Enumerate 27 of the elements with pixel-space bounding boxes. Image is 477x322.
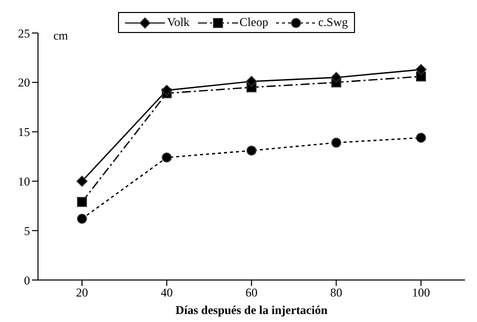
point <box>330 72 342 83</box>
legend-label: Cleop <box>238 15 268 30</box>
point <box>162 152 172 162</box>
x-tick-label: 100 <box>412 286 430 300</box>
x-tick-label: 60 <box>246 286 258 300</box>
y-tick-label: 25 <box>18 26 30 40</box>
x-axis-title: Días después de la injertación <box>175 303 328 317</box>
point <box>77 196 87 207</box>
y-tick-label: 10 <box>18 174 30 188</box>
y-tick-label: 5 <box>24 224 30 238</box>
x-tick-label: 20 <box>76 286 88 300</box>
y-tick-label: 20 <box>18 76 30 90</box>
point <box>416 64 426 76</box>
y-axis-title: cm <box>53 28 69 43</box>
y-tick-label: 0 <box>24 273 30 288</box>
point <box>416 132 426 143</box>
x-tick-label: 80 <box>330 286 342 300</box>
point <box>246 146 256 156</box>
x-tick-label: 40 <box>160 286 173 300</box>
point <box>161 84 172 96</box>
point <box>76 176 88 187</box>
point <box>77 214 87 224</box>
point <box>331 138 342 148</box>
y-tick-label: 15 <box>18 125 30 140</box>
point <box>246 76 257 87</box>
legend-label: c.Swg <box>317 15 348 30</box>
legend-label: Volk <box>166 15 190 30</box>
